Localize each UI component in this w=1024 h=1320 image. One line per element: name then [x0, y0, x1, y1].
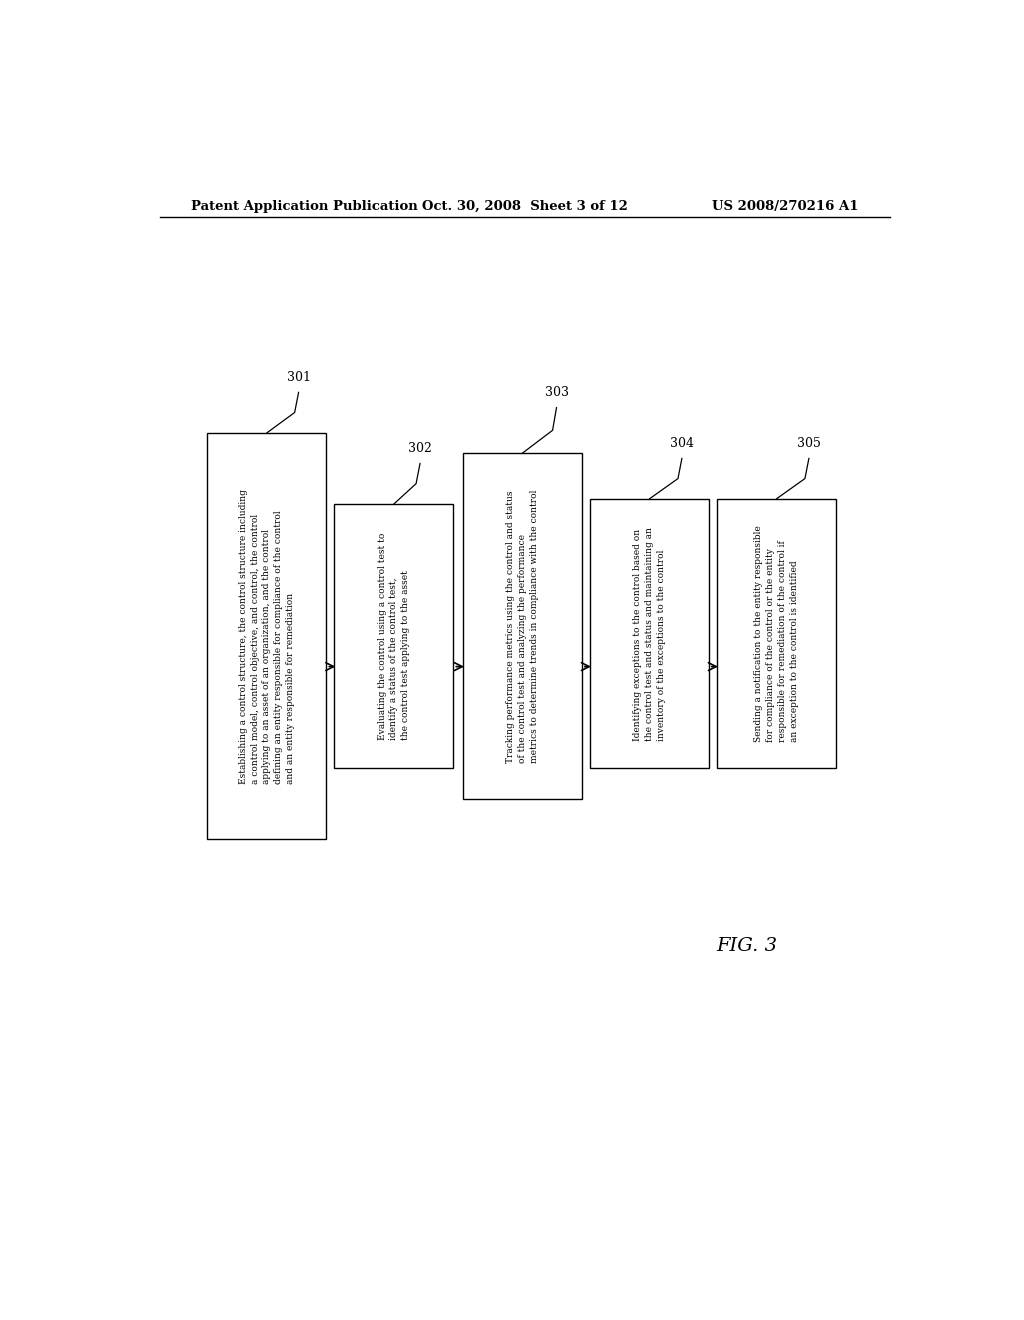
Text: Identifying exceptions to the control based on
the control test and status and m: Identifying exceptions to the control ba…: [633, 527, 666, 741]
Text: Patent Application Publication: Patent Application Publication: [191, 199, 418, 213]
Bar: [717, 499, 836, 768]
Text: 305: 305: [797, 437, 821, 450]
Text: Evaluating the control using a control test to
identify a status of the control : Evaluating the control using a control t…: [378, 532, 411, 739]
Text: US 2008/270216 A1: US 2008/270216 A1: [712, 199, 858, 213]
Bar: [590, 499, 709, 768]
Text: 301: 301: [287, 371, 310, 384]
Bar: [334, 504, 454, 768]
Text: Tracking performance metrics using the control and status
of the control test an: Tracking performance metrics using the c…: [506, 490, 539, 763]
Text: Sending a notification to the entity responsible
for compliance of the control o: Sending a notification to the entity res…: [754, 525, 799, 742]
Text: FIG. 3: FIG. 3: [717, 937, 777, 956]
Text: Establishing a control structure, the control structure including
a control mode: Establishing a control structure, the co…: [239, 488, 295, 784]
Text: 303: 303: [545, 387, 568, 399]
Bar: [463, 453, 582, 799]
Text: 304: 304: [670, 437, 694, 450]
Text: 302: 302: [409, 442, 432, 455]
Text: Oct. 30, 2008  Sheet 3 of 12: Oct. 30, 2008 Sheet 3 of 12: [422, 199, 628, 213]
Bar: [207, 433, 327, 840]
